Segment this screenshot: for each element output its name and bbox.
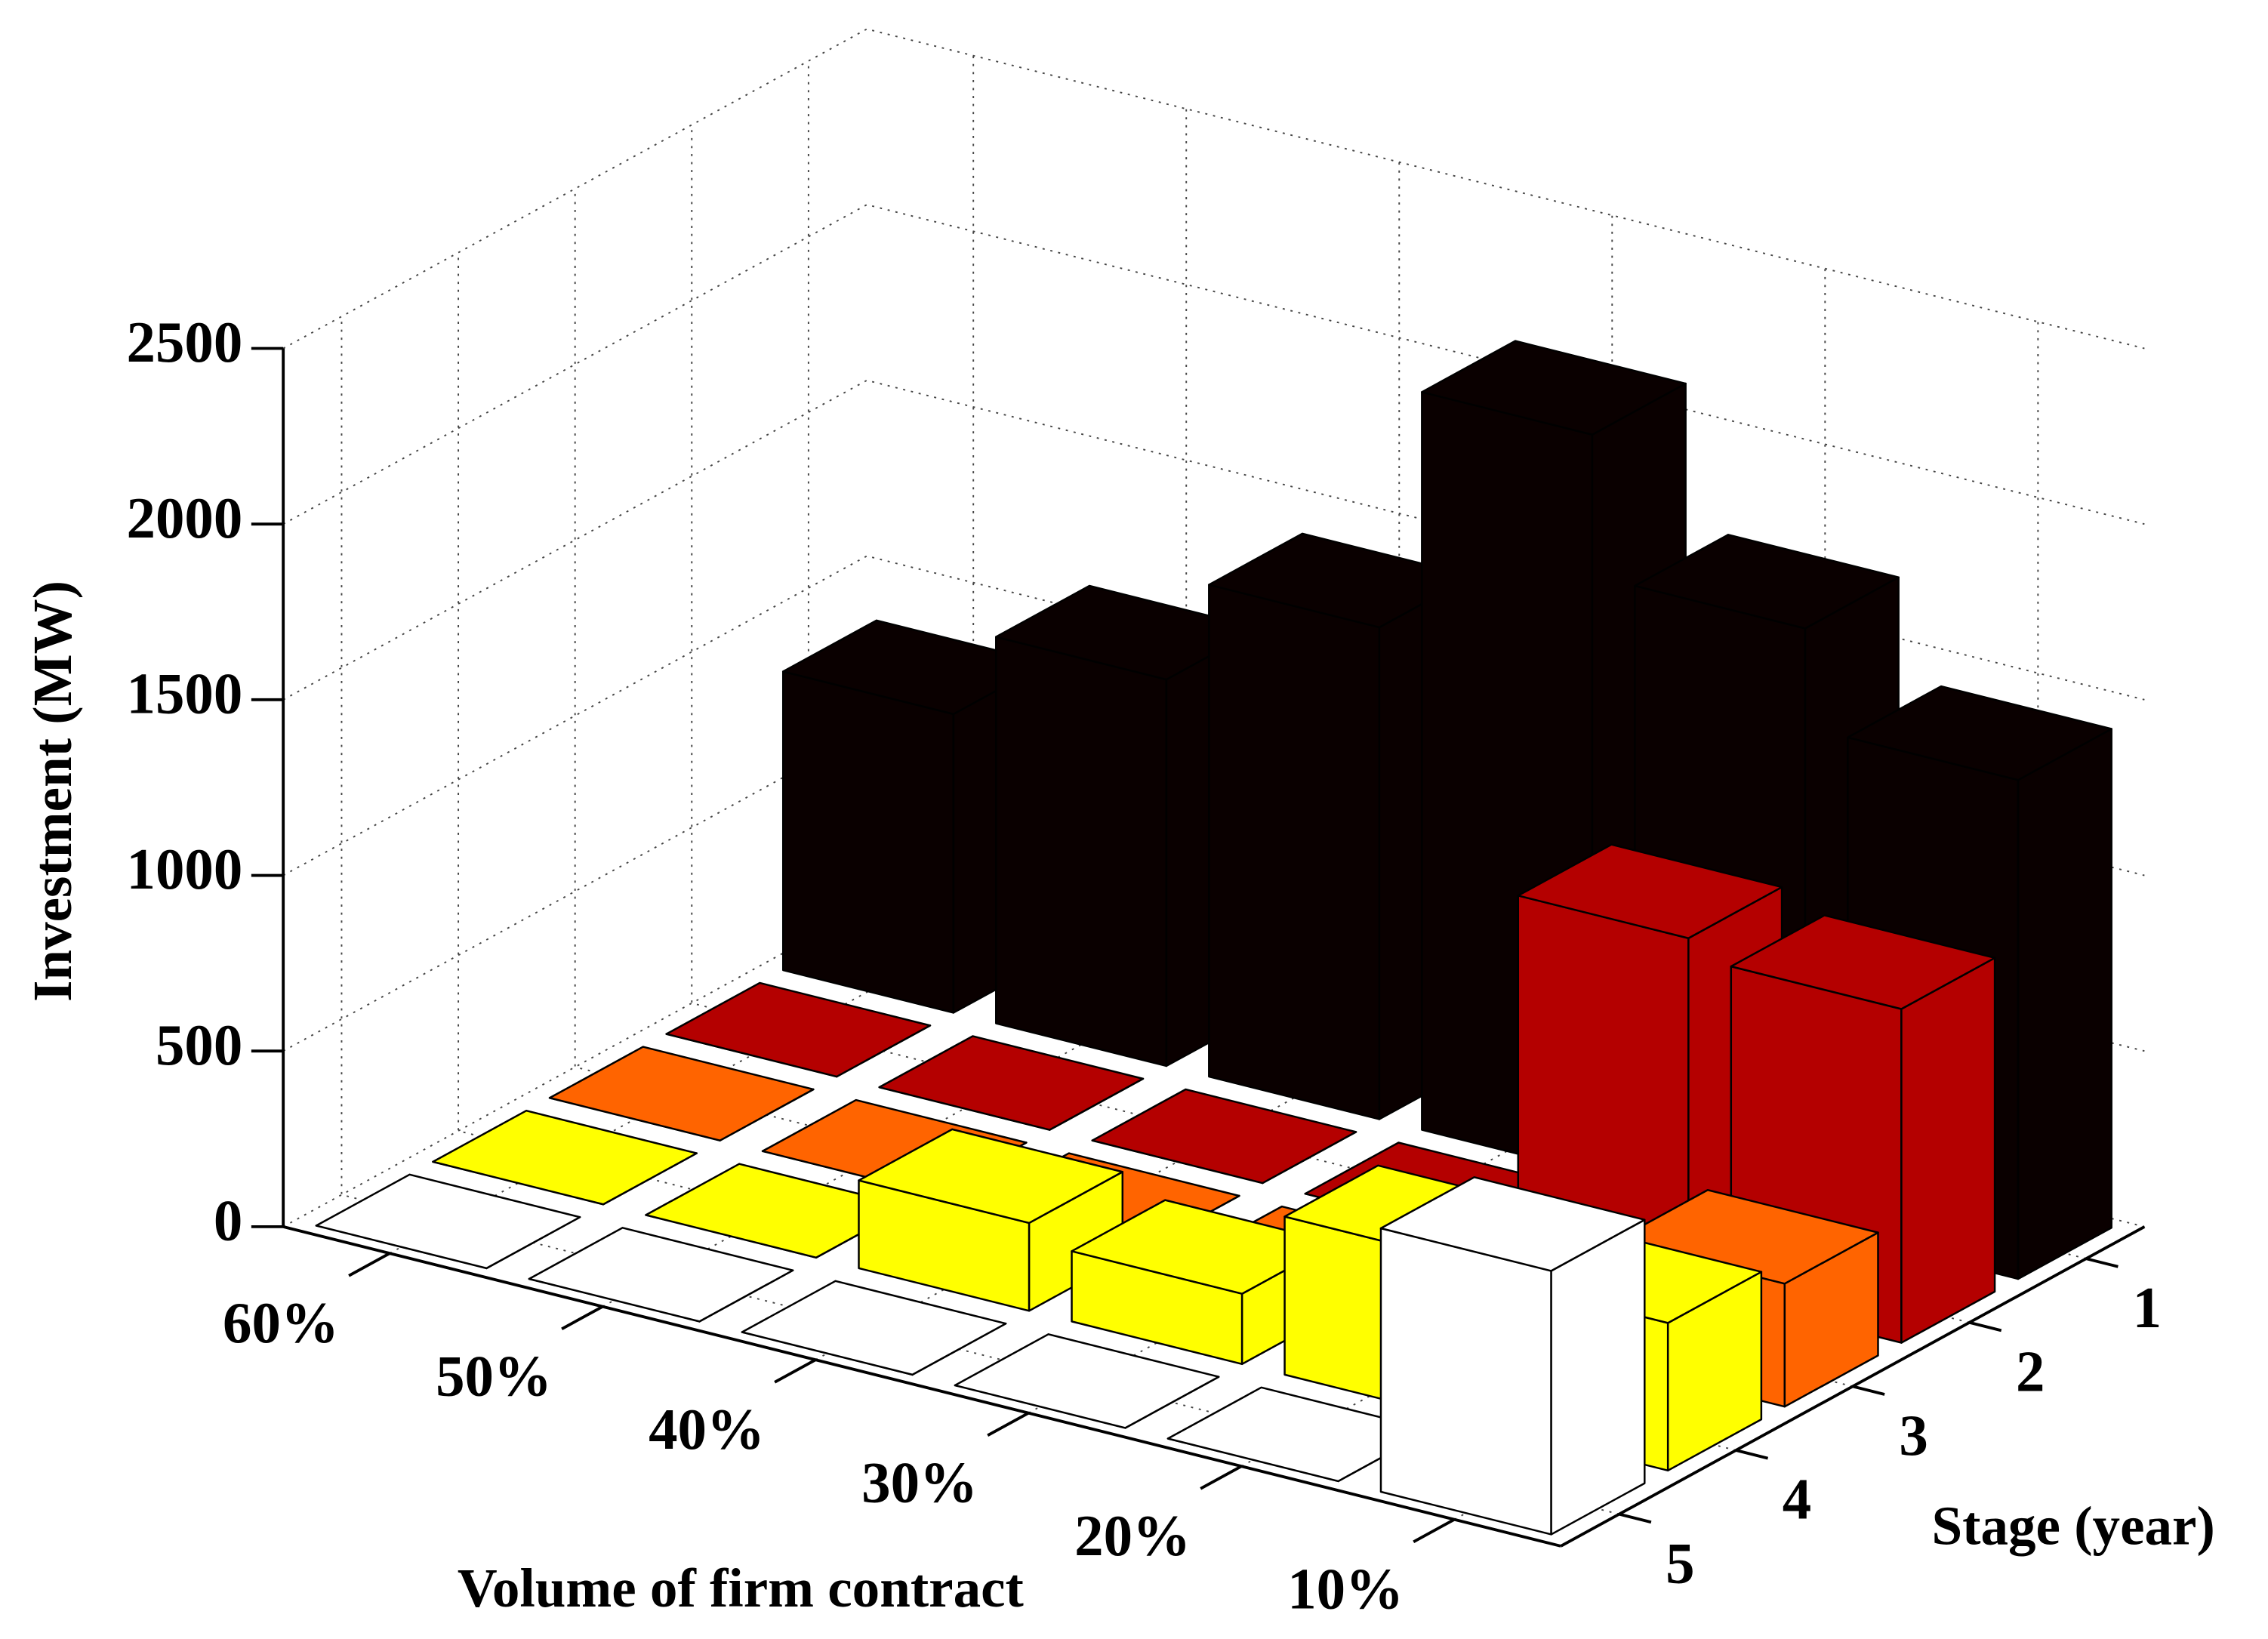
x-tick-label: 10% bbox=[1287, 1556, 1404, 1621]
bar-top bbox=[548, 1046, 815, 1141]
y-tick bbox=[1968, 1320, 2002, 1332]
y-tick-label: 4 bbox=[1783, 1467, 1811, 1532]
y-tick-label: 3 bbox=[1899, 1403, 1927, 1468]
bar bbox=[858, 1128, 1124, 1312]
x-tick bbox=[987, 1411, 1030, 1437]
z-axis-label: Investment (MW) bbox=[22, 581, 83, 1002]
bar-top bbox=[1517, 843, 1783, 939]
z-tick-label: 500 bbox=[156, 1012, 242, 1077]
bar-top bbox=[315, 1173, 581, 1270]
y-tick bbox=[1735, 1449, 1769, 1460]
bar-top bbox=[1379, 1176, 1646, 1272]
x-tick bbox=[1200, 1465, 1243, 1490]
bar-top bbox=[432, 1109, 698, 1206]
grid-line bbox=[807, 60, 2087, 1260]
grid-line bbox=[282, 28, 2145, 350]
y-tick-label: 5 bbox=[1666, 1530, 1694, 1595]
x-tick bbox=[774, 1358, 817, 1384]
bar-top bbox=[528, 1227, 794, 1323]
bar bbox=[432, 1109, 698, 1206]
bar bbox=[548, 1046, 815, 1141]
z-tick-label: 1000 bbox=[127, 836, 243, 901]
bar-front bbox=[781, 670, 955, 1014]
x-tick-label: 40% bbox=[649, 1397, 765, 1462]
bar-top bbox=[858, 1128, 1124, 1225]
z-tick-label: 0 bbox=[214, 1188, 242, 1253]
bar-side bbox=[2017, 728, 2112, 1280]
z-tick-label: 2000 bbox=[127, 485, 243, 550]
bar-top bbox=[1421, 340, 1687, 436]
grid-line bbox=[458, 252, 1736, 1451]
bar-front bbox=[995, 636, 1168, 1068]
bar-top bbox=[1091, 1088, 1357, 1185]
bar bbox=[741, 1280, 1007, 1376]
bar bbox=[1379, 1176, 1646, 1536]
x-axis-line bbox=[282, 1225, 1561, 1548]
y-tick bbox=[1852, 1385, 1885, 1396]
grid-line bbox=[691, 125, 1970, 1323]
grid-line bbox=[282, 204, 2145, 525]
x-tick bbox=[348, 1252, 391, 1277]
bar bbox=[665, 981, 932, 1078]
bar bbox=[954, 1333, 1220, 1429]
x-axis-label: Volume of firm contract bbox=[458, 1557, 1025, 1619]
bar-top bbox=[741, 1280, 1007, 1376]
bar bbox=[528, 1227, 794, 1323]
x-tick bbox=[561, 1305, 604, 1330]
bar-front bbox=[1208, 584, 1381, 1120]
grid-line bbox=[341, 316, 1619, 1515]
z-tick-label: 1500 bbox=[127, 661, 243, 726]
y-axis-label: Stage (year) bbox=[1931, 1495, 2214, 1556]
bar-side bbox=[1900, 957, 1996, 1344]
bar-top bbox=[1730, 914, 1996, 1010]
y-tick-label: 2 bbox=[2016, 1339, 2045, 1404]
z-tick-label: 2500 bbox=[127, 310, 243, 374]
bar-top bbox=[878, 1035, 1145, 1131]
bar bbox=[315, 1173, 581, 1270]
bar bbox=[1091, 1088, 1357, 1185]
y-tick bbox=[1619, 1512, 1652, 1524]
bar-top bbox=[954, 1333, 1220, 1429]
x-tick bbox=[1413, 1517, 1456, 1543]
grid-line bbox=[574, 188, 1854, 1388]
x-tick-label: 30% bbox=[861, 1450, 978, 1514]
bar-top bbox=[1847, 685, 2112, 781]
x-tick-label: 20% bbox=[1074, 1503, 1191, 1568]
x-tick-label: 50% bbox=[436, 1343, 552, 1408]
bar-top bbox=[665, 981, 932, 1078]
bar-side bbox=[1550, 1218, 1646, 1536]
bar bbox=[878, 1035, 1145, 1131]
x-tick-label: 60% bbox=[223, 1290, 339, 1355]
bar-top bbox=[1634, 534, 1900, 630]
y-tick-label: 1 bbox=[2133, 1275, 2162, 1340]
bar-front bbox=[1379, 1227, 1552, 1536]
y-tick bbox=[2085, 1257, 2119, 1268]
